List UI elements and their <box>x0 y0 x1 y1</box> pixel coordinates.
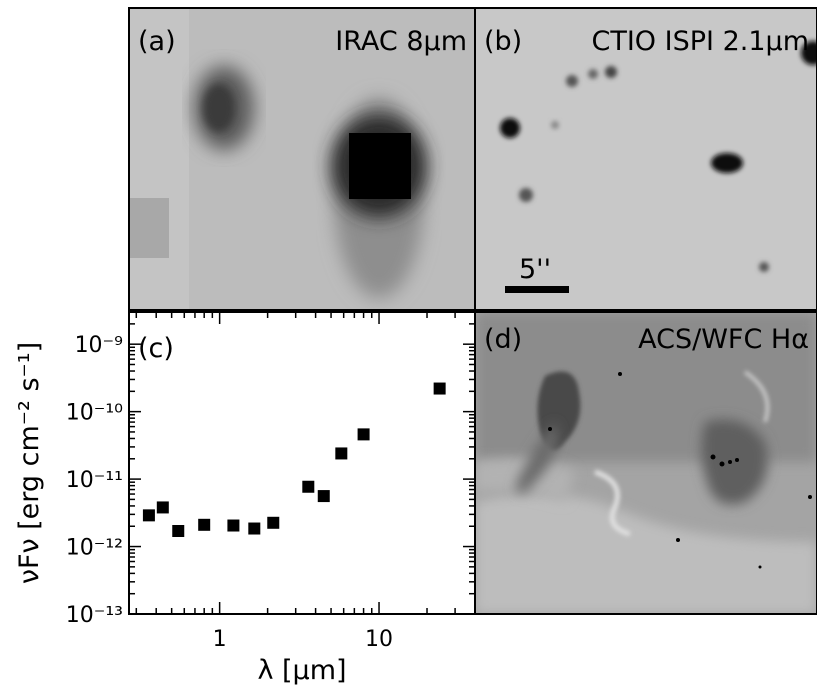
data-markers <box>142 382 446 538</box>
data-point <box>172 525 185 538</box>
data-point <box>142 509 155 522</box>
tick-labels: 1 10 10⁻¹³ 10⁻¹² 10⁻¹¹ 10⁻¹⁰ 10⁻⁹ <box>66 333 393 652</box>
axis-ticks <box>129 312 476 615</box>
x-tick-label: 10 <box>365 627 393 652</box>
panel-c-tag: (c) <box>138 333 174 364</box>
y-axis-label: νFν [erg cm⁻² s⁻¹] <box>14 342 45 584</box>
data-point <box>357 428 370 441</box>
y-tick-label: 10⁻¹³ <box>66 603 123 628</box>
data-point <box>335 447 348 460</box>
data-point <box>267 516 280 529</box>
x-axis-label: λ [μm] <box>257 655 346 685</box>
y-tick-label: 10⁻¹² <box>66 536 123 561</box>
data-point <box>227 519 240 532</box>
y-tick-label: 10⁻⁹ <box>75 333 123 358</box>
data-point <box>248 522 261 535</box>
x-tick-label: 1 <box>213 627 227 652</box>
data-point <box>302 480 315 493</box>
data-point <box>317 490 330 503</box>
data-point <box>433 382 446 395</box>
y-tick-label: 10⁻¹¹ <box>66 468 123 493</box>
y-tick-label: 10⁻¹⁰ <box>66 401 123 426</box>
plot-frame <box>128 311 476 615</box>
data-point <box>198 518 211 531</box>
data-point <box>156 501 169 514</box>
